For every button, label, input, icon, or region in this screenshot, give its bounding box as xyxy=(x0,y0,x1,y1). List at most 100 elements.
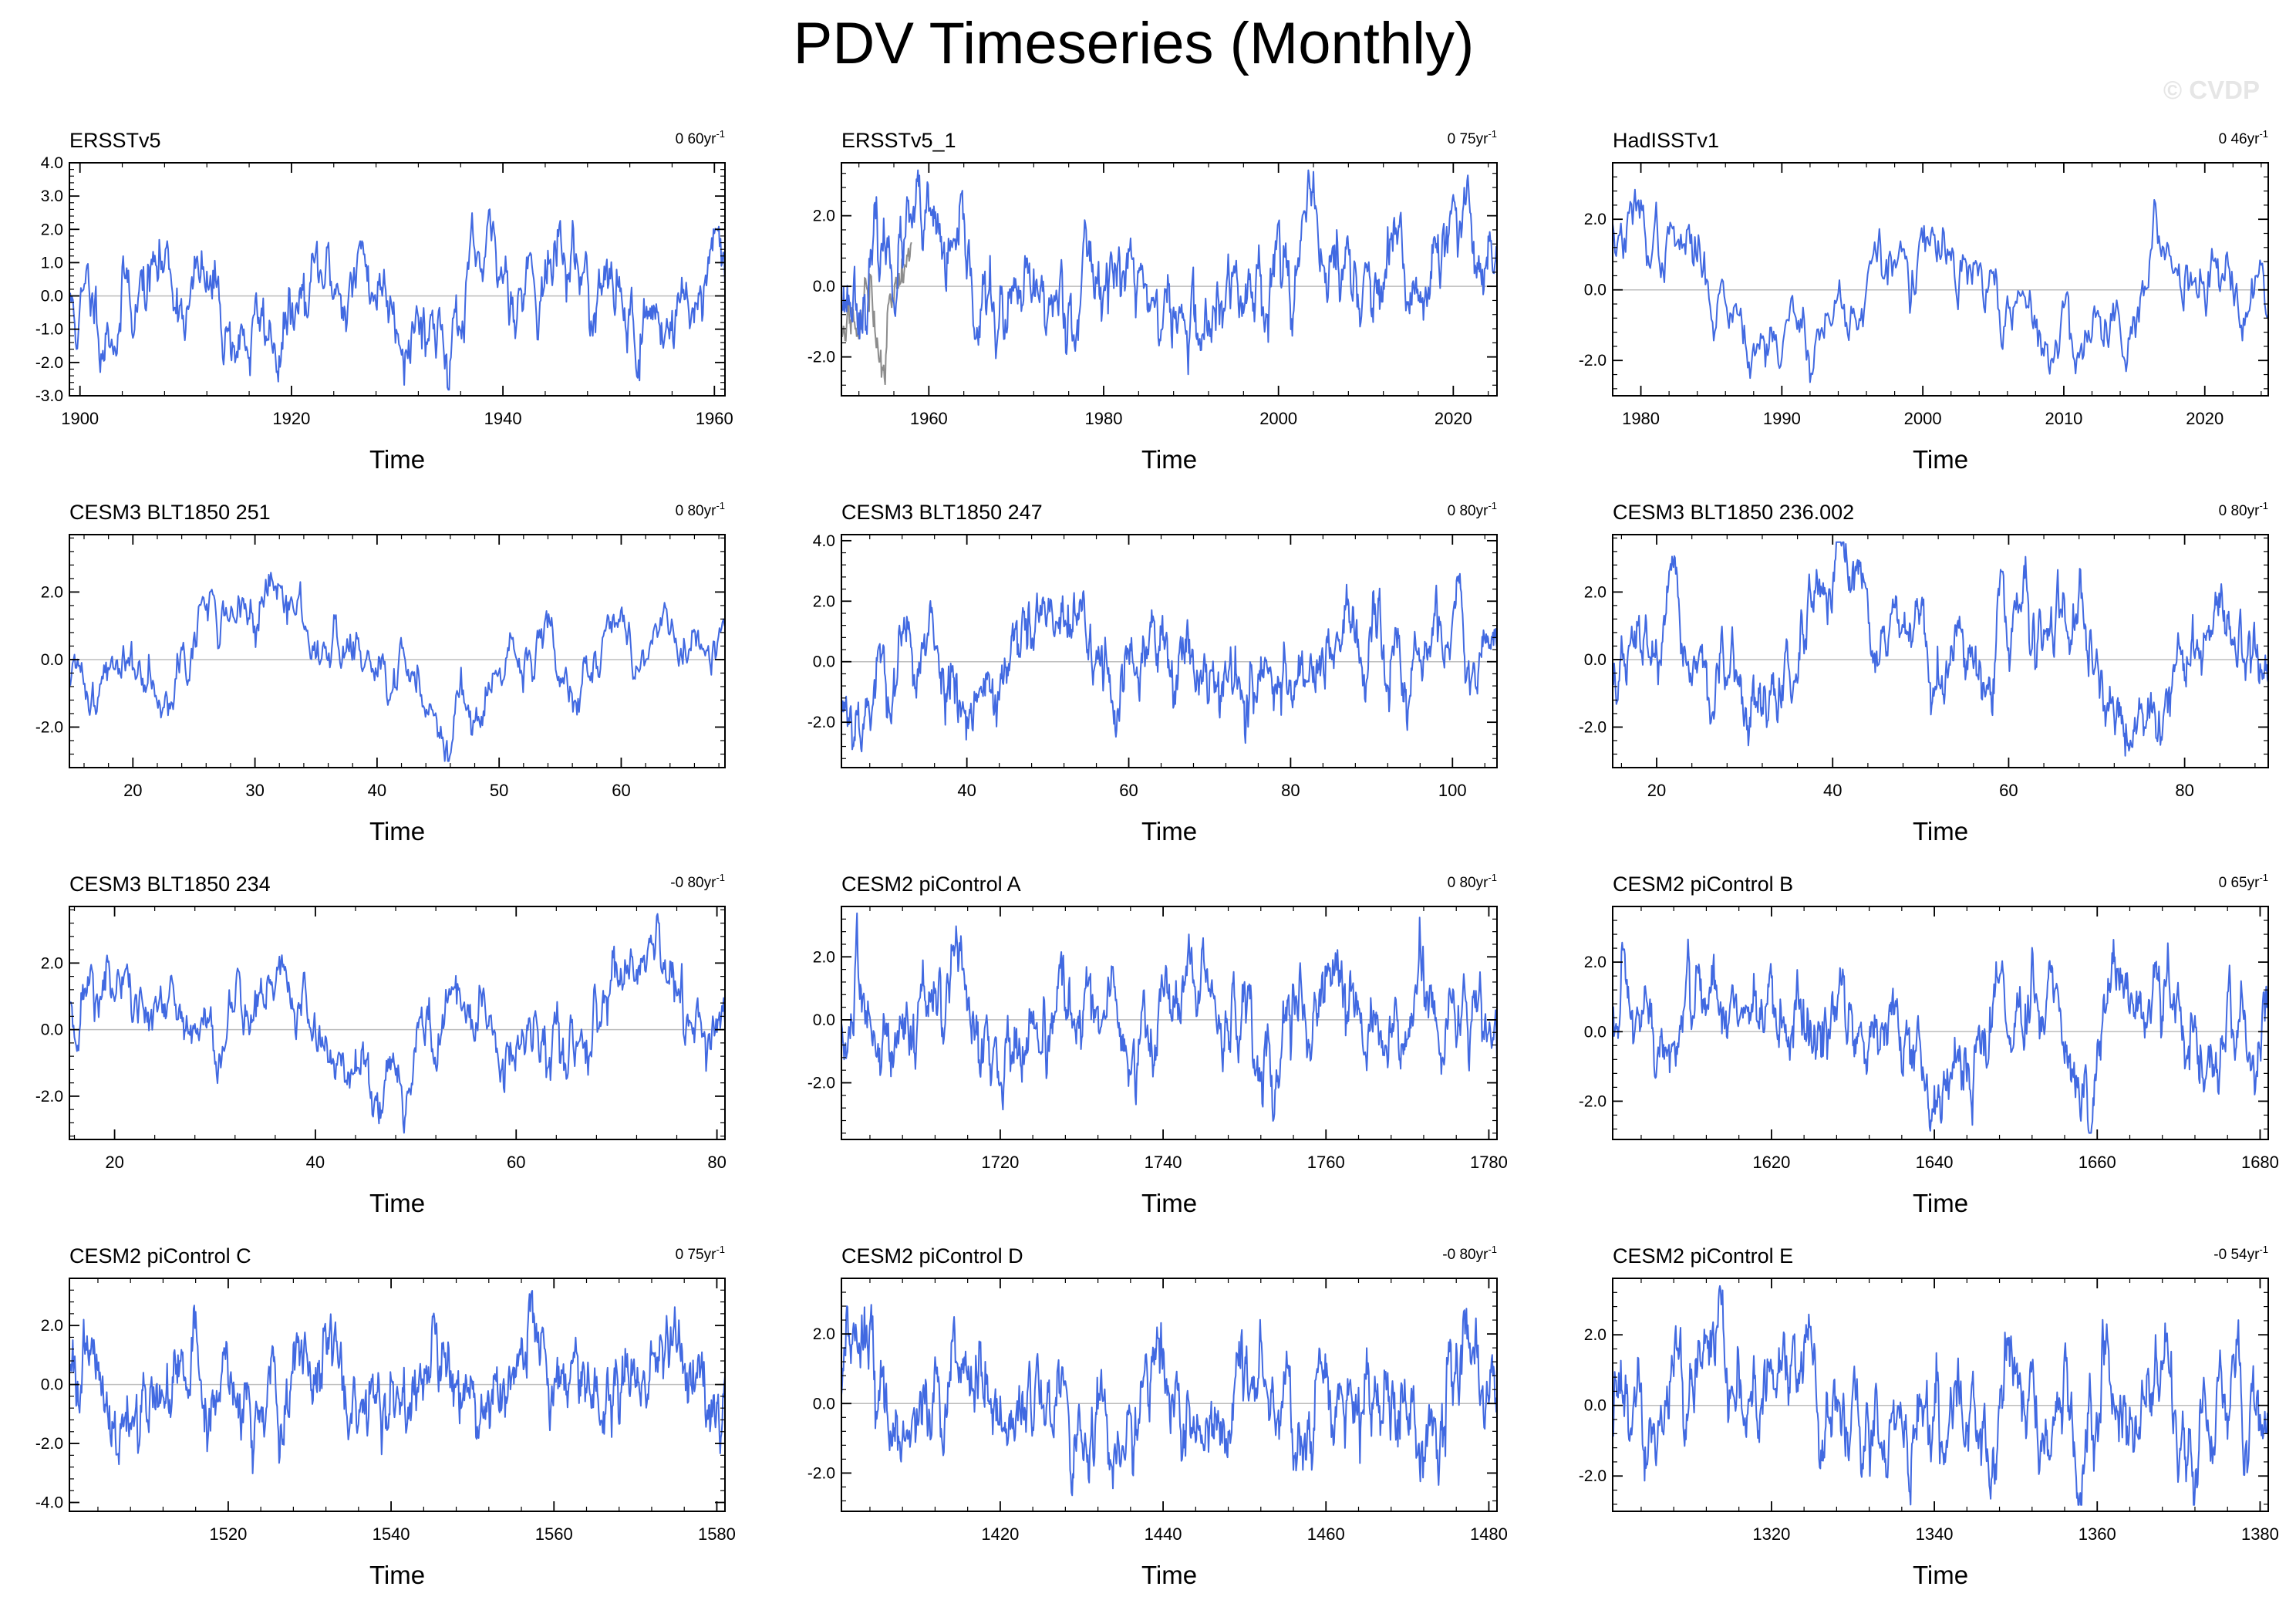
y-tick-label: 2.0 xyxy=(1584,211,1607,228)
y-tick-label: -1.0 xyxy=(35,321,63,339)
y-tick-label: 4.0 xyxy=(41,154,63,172)
y-tick-label: 0.0 xyxy=(1584,651,1607,669)
x-tick-label: 2020 xyxy=(2186,409,2224,428)
trend-exponent: -1 xyxy=(2259,128,2268,140)
x-tick-label: 2010 xyxy=(2045,409,2082,428)
y-tick-label: 2.0 xyxy=(41,954,63,972)
chart-panel-4: CESM3 BLT1850 251 0 80yr-1 -2.0 0.0 2.0 20 30 4… xyxy=(35,500,726,846)
x-tick-label: 100 xyxy=(1438,781,1467,800)
y-tick-label: -2.0 xyxy=(1579,352,1607,370)
series-line xyxy=(841,572,1497,753)
x-tick-label: 1460 xyxy=(1307,1524,1345,1544)
trend-exponent: -1 xyxy=(1488,872,1497,883)
trend-unit: yr xyxy=(1476,875,1489,891)
trend-label: 0 75yr-1 xyxy=(1448,128,1497,147)
x-tick-label: 1960 xyxy=(910,409,948,428)
y-tick-label: 0.0 xyxy=(813,1395,835,1413)
y-tick-label: 2.0 xyxy=(41,1317,63,1335)
chart-panel-8: CESM2 piControl A 0 80yr-1 -2.0 0.0 2.0 1720 1… xyxy=(807,872,1508,1217)
trend-label: 0 80yr-1 xyxy=(676,500,725,519)
x-tick-label: 1760 xyxy=(1307,1153,1345,1172)
trend-label: -0 80yr-1 xyxy=(670,872,725,891)
x-tick-label: 1540 xyxy=(373,1524,410,1544)
trend-label: 0 46yr-1 xyxy=(2219,128,2268,147)
x-tick-label: 40 xyxy=(957,781,976,800)
x-tick-label: 80 xyxy=(2175,781,2193,800)
y-tick-label: 2.0 xyxy=(41,221,63,238)
y-tick-label: 0.0 xyxy=(1584,1023,1607,1041)
series-line xyxy=(1613,938,2268,1134)
trend-value: 0 60 xyxy=(676,131,704,147)
chart-panel-2: ERSSTv5_1 0 75yr-1 -2.0 0.0 2.0 1960 1980 2000 2… xyxy=(807,128,1498,474)
plot-frame xyxy=(1612,1278,2269,1512)
y-tick-label: 1.0 xyxy=(41,254,63,272)
figure-title: PDV Timeseries (Monthly) xyxy=(794,11,1475,76)
x-tick-label: 60 xyxy=(1999,781,2018,800)
trend-value: -0 54 xyxy=(2213,1247,2247,1263)
trend-unit: yr xyxy=(704,1247,717,1263)
trend-exponent: -1 xyxy=(2259,1244,2268,1255)
x-tick-label: 80 xyxy=(707,1153,726,1172)
y-tick-label: -3.0 xyxy=(35,387,63,405)
y-tick-label: -2.0 xyxy=(807,349,835,366)
chart-panel-5: CESM3 BLT1850 247 0 80yr-1 -2.0 0.0 2.0 4.0 40… xyxy=(807,500,1498,846)
trend-value: 0 80 xyxy=(1448,875,1476,891)
trend-label: -0 54yr-1 xyxy=(2213,1244,2268,1263)
panel-title: CESM2 piControl A xyxy=(841,873,1021,896)
panel-title: CESM3 BLT1850 234 xyxy=(69,873,271,896)
plot-frame xyxy=(1612,162,2269,397)
chart-panel-1: ERSSTv5 0 60yr-1 -3.0 -2.0 -1.0 0.0 1.0 2.0 3.0 4… xyxy=(35,128,733,474)
panel-grid: ERSSTv5 0 60yr-1-3.0-2.0-1.00.01.02.03.04… xyxy=(35,128,2279,1589)
trend-value: 0 75 xyxy=(1448,131,1476,147)
x-tick-label: 1900 xyxy=(61,409,99,428)
x-tick-label: 40 xyxy=(1823,781,1842,800)
y-tick-label: 2.0 xyxy=(1584,1326,1607,1344)
x-axis-title: Time xyxy=(369,817,425,846)
y-tick-label: -2.0 xyxy=(1579,1467,1607,1485)
y-tick-label: 3.0 xyxy=(41,187,63,205)
x-axis-title: Time xyxy=(369,1561,425,1589)
chart-panel-7: CESM3 BLT1850 234 -0 80yr-1 -2.0 0.0 2.0 20 40… xyxy=(35,872,727,1217)
panel-title: CESM2 piControl C xyxy=(69,1244,251,1268)
plot-frame xyxy=(69,534,726,768)
trend-exponent: -1 xyxy=(1488,500,1497,511)
trend-unit: yr xyxy=(704,875,717,891)
x-tick-label: 80 xyxy=(1281,781,1300,800)
y-tick-label: -2.0 xyxy=(807,714,835,731)
panel-title: CESM2 piControl E xyxy=(1613,1244,1793,1268)
panel-title: CESM3 BLT1850 236.002 xyxy=(1613,501,1854,524)
x-tick-label: 1960 xyxy=(696,409,733,428)
series-line xyxy=(841,912,1497,1122)
panel-title: CESM3 BLT1850 247 xyxy=(841,501,1043,524)
x-axis-title: Time xyxy=(1913,817,1968,846)
x-tick-label: 20 xyxy=(105,1153,123,1172)
trend-label: 0 75yr-1 xyxy=(676,1244,725,1263)
y-tick-label: 0.0 xyxy=(41,1021,63,1039)
x-tick-label: 1380 xyxy=(2241,1524,2279,1544)
y-tick-label: 0.0 xyxy=(813,1011,835,1029)
plot-frame xyxy=(841,162,1498,397)
x-tick-label: 1740 xyxy=(1145,1153,1182,1172)
series-line xyxy=(841,169,1497,376)
x-tick-label: 40 xyxy=(368,781,386,800)
series-line xyxy=(69,572,725,762)
x-tick-label: 60 xyxy=(612,781,630,800)
y-tick-label: 0.0 xyxy=(41,288,63,306)
x-tick-label: 1780 xyxy=(1470,1153,1508,1172)
y-tick-label: -2.0 xyxy=(1579,1092,1607,1110)
trend-label: 0 80yr-1 xyxy=(1448,872,1497,891)
y-tick-label: 2.0 xyxy=(813,948,835,966)
plot-frame xyxy=(1612,906,2269,1140)
x-tick-label: 20 xyxy=(123,781,142,800)
trend-value: 0 65 xyxy=(2219,875,2247,891)
y-tick-label: -2.0 xyxy=(807,1464,835,1482)
x-axis-title: Time xyxy=(1913,1189,1968,1217)
x-tick-label: 1520 xyxy=(209,1524,247,1544)
x-axis-title: Time xyxy=(1141,1189,1197,1217)
y-tick-label: -2.0 xyxy=(35,1088,63,1106)
series-line xyxy=(69,208,725,391)
trend-value: 0 46 xyxy=(2219,131,2247,147)
plot-frame xyxy=(841,906,1498,1140)
y-tick-label: 4.0 xyxy=(813,532,835,550)
